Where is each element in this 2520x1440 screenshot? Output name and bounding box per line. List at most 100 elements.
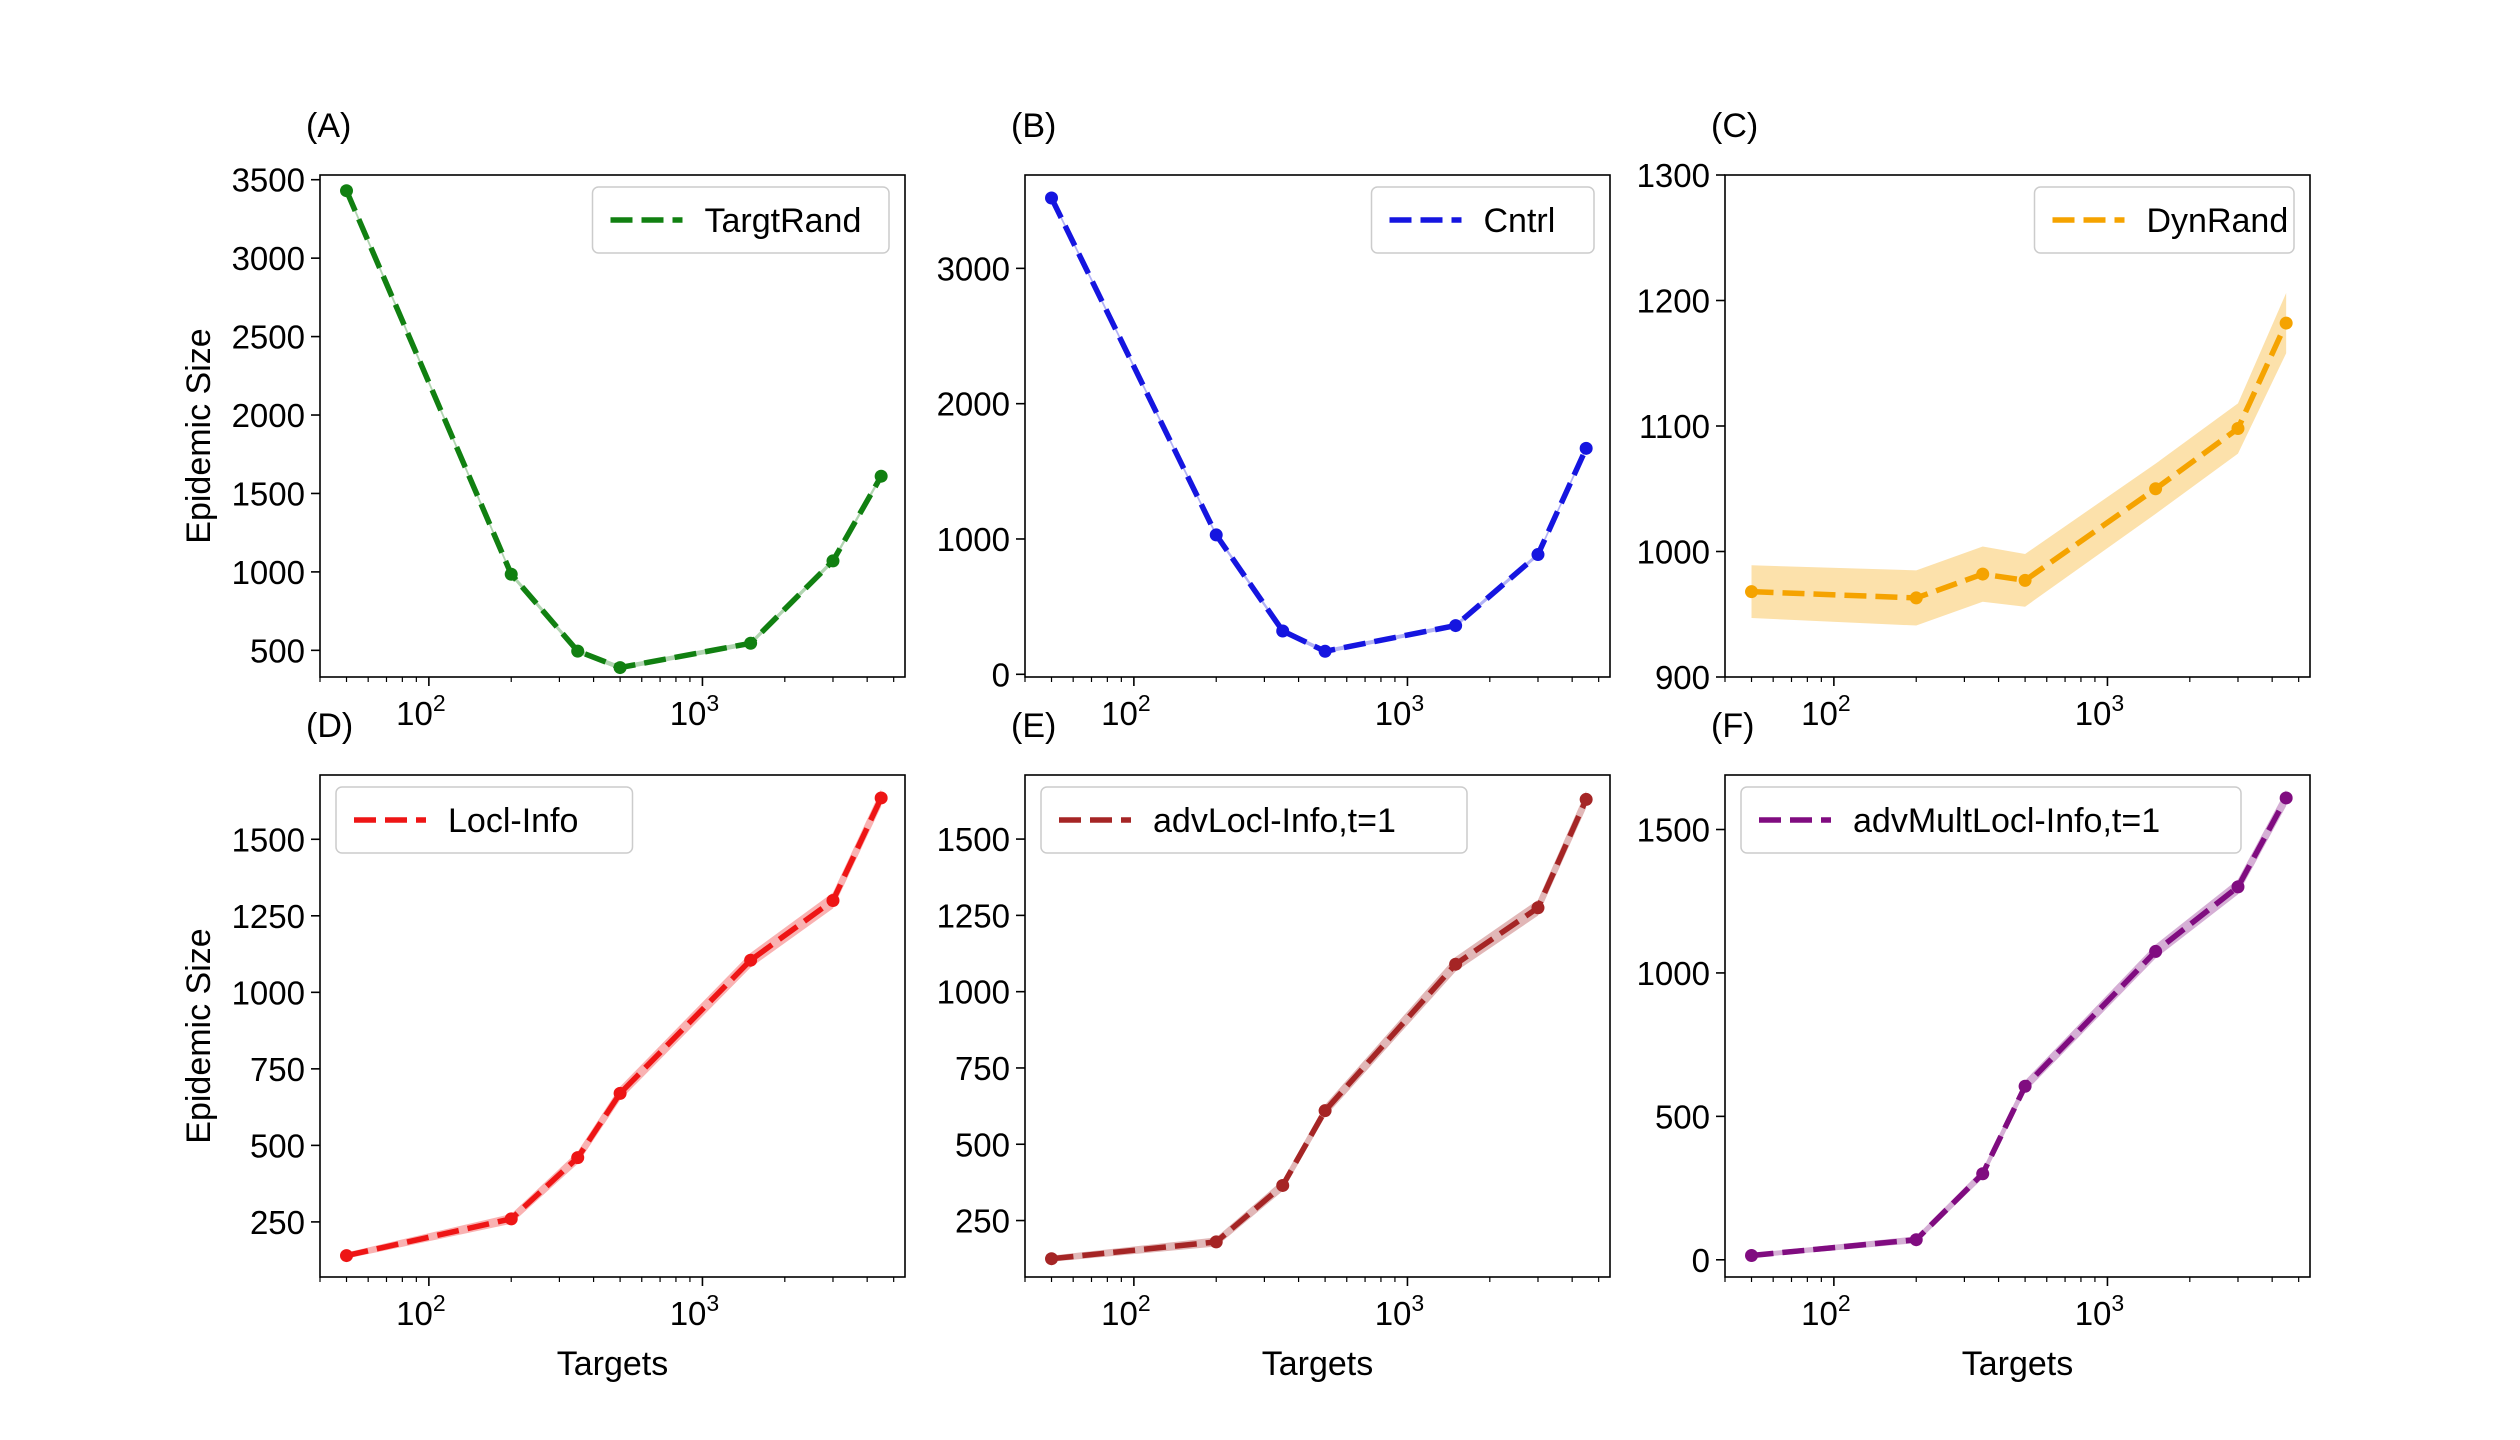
legend-frame xyxy=(1370,186,1595,254)
y-tick-label: 500 xyxy=(250,1127,305,1164)
y-axis-label: Epidemic Size xyxy=(180,928,218,1143)
data-point xyxy=(1909,1233,1923,1247)
x-tick-label: 102 xyxy=(396,690,446,732)
y-tick-label: 900 xyxy=(1655,659,1710,696)
y-tick-label: 0 xyxy=(992,656,1010,693)
y-tick-label: 750 xyxy=(955,1050,1010,1087)
y-tick-label: 750 xyxy=(250,1051,305,1088)
data-point xyxy=(1045,191,1059,205)
x-axis-label: Targets xyxy=(557,1345,669,1383)
legend-frame xyxy=(591,186,890,254)
x-tick-label: 103 xyxy=(1375,690,1425,732)
panel-label: (B) xyxy=(1011,107,1056,145)
series-line xyxy=(1051,798,1589,1262)
legend-frame xyxy=(2033,186,2295,254)
y-tick-label: 250 xyxy=(955,1203,1010,1240)
legend: advMultLocl-Info,t=1 xyxy=(1740,786,2242,854)
data-point xyxy=(1276,624,1290,638)
y-tick-label: 1250 xyxy=(232,898,305,935)
data-point xyxy=(1209,1235,1223,1249)
y-tick-label: 1250 xyxy=(937,897,1010,934)
legend-frame xyxy=(1740,786,2242,854)
y-tick-label: 1100 xyxy=(1639,408,1710,445)
y-tick-label: 2500 xyxy=(232,319,305,356)
legend-frame xyxy=(335,786,634,854)
legend-label: Cntrl xyxy=(1484,202,1556,240)
data-point xyxy=(2279,791,2293,805)
x-tick-label: 102 xyxy=(396,1290,446,1332)
data-point xyxy=(2018,1079,2032,1093)
y-tick-label: 0 xyxy=(1692,1242,1710,1279)
data-point xyxy=(1531,901,1545,915)
data-point xyxy=(874,469,888,483)
data-point xyxy=(340,184,354,198)
data-point xyxy=(1449,957,1463,971)
panel-A: (A) 500 1000 1500 2000 2500 3000 3500 102 103 Epid… xyxy=(180,107,906,732)
panel-C: (C) 900 1000 1100 1200 1300 102 103 DynRand xyxy=(1637,107,2311,732)
data-point xyxy=(1909,591,1923,605)
data-point xyxy=(1449,619,1463,633)
axes-frame xyxy=(1024,174,1611,678)
axes-frame xyxy=(1024,774,1611,1278)
confidence-band xyxy=(1751,789,2287,1258)
data-point xyxy=(1045,1252,1059,1266)
y-tick-label: 1000 xyxy=(232,974,305,1011)
data-point xyxy=(2231,422,2245,436)
y-tick-label: 1200 xyxy=(1637,283,1710,320)
y-tick-label: 1500 xyxy=(232,475,305,512)
legend-label: advMultLocl-Info,t=1 xyxy=(1853,802,2160,840)
y-axis-label: Epidemic Size xyxy=(180,328,218,543)
y-tick-label: 1500 xyxy=(232,821,305,858)
panel-label: (A) xyxy=(306,107,351,145)
y-tick-label: 1000 xyxy=(232,554,305,591)
data-point xyxy=(571,644,585,658)
data-point xyxy=(2149,482,2163,496)
data-point xyxy=(1976,567,1990,581)
legend-label: advLocl-Info,t=1 xyxy=(1153,802,1396,840)
data-point xyxy=(1209,528,1223,542)
data-point xyxy=(1579,441,1593,455)
panel-label: (C) xyxy=(1711,107,1758,145)
data-point xyxy=(2149,944,2163,958)
legend-label: Locl-Info xyxy=(448,802,578,840)
panel-label: (F) xyxy=(1711,707,1754,745)
data-point xyxy=(744,953,758,967)
panel-label: (D) xyxy=(306,707,353,745)
y-tick-label: 3500 xyxy=(232,162,305,199)
confidence-band xyxy=(1051,195,1587,654)
data-point xyxy=(2018,573,2032,587)
y-tick-label: 2000 xyxy=(232,397,305,434)
y-tick-label: 1300 xyxy=(1637,157,1710,194)
data-point xyxy=(613,1086,627,1100)
panel-label: (E) xyxy=(1011,707,1056,745)
legend: TargtRand xyxy=(591,186,890,254)
legend: advLocl-Info,t=1 xyxy=(1040,786,1468,854)
x-tick-label: 103 xyxy=(2075,1290,2125,1332)
y-tick-label: 250 xyxy=(250,1204,305,1241)
y-tick-label: 500 xyxy=(955,1126,1010,1163)
legend: DynRand xyxy=(2033,186,2295,254)
y-tick-label: 3000 xyxy=(232,240,305,277)
data-point xyxy=(571,1151,585,1165)
x-tick-label: 102 xyxy=(1801,1290,1851,1332)
x-tick-label: 103 xyxy=(1375,1290,1425,1332)
legend-label: DynRand xyxy=(2147,202,2289,240)
data-point xyxy=(1318,644,1332,658)
data-point xyxy=(504,1212,518,1226)
data-point xyxy=(1976,1167,1990,1181)
axes-frame xyxy=(319,174,906,678)
y-tick-label: 2000 xyxy=(937,386,1010,423)
axes-frame xyxy=(319,774,906,1278)
data-point xyxy=(826,554,840,568)
panel-B: (B) 0 1000 2000 3000 102 103 Cntrl xyxy=(937,107,1611,732)
x-tick-label: 102 xyxy=(1801,690,1851,732)
data-point xyxy=(874,791,888,805)
confidence-band xyxy=(346,789,882,1259)
x-tick-label: 102 xyxy=(1101,690,1151,732)
x-tick-label: 102 xyxy=(1101,1290,1151,1332)
data-point xyxy=(1579,792,1593,806)
confidence-band xyxy=(346,188,882,670)
y-tick-label: 1000 xyxy=(937,521,1010,558)
